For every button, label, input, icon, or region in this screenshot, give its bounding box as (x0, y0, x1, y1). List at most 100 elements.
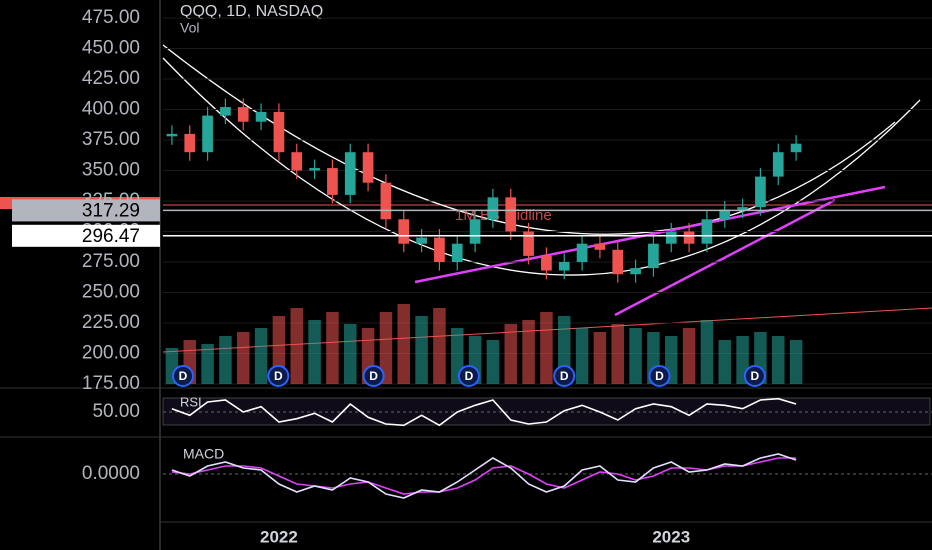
y-tick-label: 350.00 (82, 160, 140, 181)
dividend-marker (362, 365, 385, 387)
volume-bar (629, 328, 642, 384)
candle-body (451, 243, 463, 262)
volume-bar (397, 304, 410, 384)
y-tick-label: 250.00 (82, 282, 140, 303)
volume-bar (540, 312, 553, 384)
candle-body (683, 231, 695, 244)
dividend-label: D (655, 369, 664, 383)
candle-body (755, 176, 766, 208)
candle-body (398, 219, 410, 244)
candle-body (416, 237, 427, 244)
candle-body (344, 152, 356, 195)
candle-body (737, 207, 748, 210)
dividend-label: D (560, 369, 569, 383)
volume-bar (682, 328, 696, 384)
macd-line (171, 457, 797, 495)
y-tick-label: 425.00 (82, 68, 140, 89)
y-tick-label: 450.00 (82, 38, 140, 59)
y-tick-label: 200.00 (82, 343, 140, 364)
dividend-marker (648, 365, 671, 387)
rsi-line (171, 397, 797, 427)
candle-body (648, 243, 659, 269)
volume-bar (611, 324, 624, 384)
annotation: 1M BB Midline (455, 207, 552, 224)
y-tick-label: 475.00 (82, 7, 140, 28)
dividend-marker (267, 365, 290, 387)
volume-bar (308, 320, 321, 384)
volume-bar (254, 328, 268, 384)
candle-body (237, 107, 249, 122)
dividend-label: D (465, 369, 474, 383)
volume-bar (433, 308, 446, 384)
y-tick-label: 175.00 (82, 373, 140, 394)
volume-label: Vol (180, 20, 199, 36)
volume-bar (486, 340, 500, 384)
dividend-marker (743, 365, 766, 387)
candle-body (255, 111, 267, 122)
candle-body (202, 115, 213, 153)
price-label-box (12, 224, 160, 247)
candle-body (380, 182, 392, 220)
volume-bar (718, 340, 731, 384)
candle-body (362, 152, 374, 183)
candle-body (291, 152, 303, 171)
price-label-box (12, 199, 160, 222)
candle-body (612, 249, 624, 275)
candle-body (184, 133, 196, 153)
y-tick-label: 225.00 (82, 312, 140, 333)
trend-line (614, 198, 836, 317)
volume-bar (772, 336, 785, 384)
candle-body (701, 219, 713, 244)
price-label: 296.47 (82, 226, 140, 247)
volume-bar (326, 312, 339, 384)
candle-body (166, 133, 178, 137)
candle-body (327, 168, 338, 195)
candle-body (576, 243, 588, 262)
volume-bar (379, 312, 393, 384)
candle-body (273, 111, 285, 153)
y-tick-label: 275.00 (82, 251, 140, 272)
volume-bar (700, 320, 714, 384)
volume-bar (415, 316, 428, 384)
volume-bar (575, 328, 589, 384)
x-tick-label: 2023 (652, 527, 690, 546)
candle-body (220, 107, 231, 116)
volume-bar (237, 332, 250, 384)
dividend-label: D (274, 369, 283, 383)
candle-body (469, 219, 481, 244)
volume-bar (522, 320, 535, 384)
y-tick-label: 0.0000 (82, 463, 140, 484)
rsi-title: RSI (180, 394, 202, 409)
candle-body (719, 209, 731, 220)
x-tick-label: 2022 (260, 527, 298, 546)
dividend-label: D (369, 369, 378, 383)
candle-body (523, 231, 534, 256)
volume-bar (219, 336, 232, 384)
volume-bar (344, 324, 357, 384)
volume-bar (789, 340, 803, 384)
volume-bar (290, 308, 303, 384)
dividend-label: D (179, 369, 188, 383)
candle-body (505, 197, 517, 232)
trend-line (414, 185, 886, 284)
candle-body (558, 262, 570, 271)
candle-body (309, 168, 320, 171)
volume-bar (201, 344, 214, 384)
y-tick-label: 50.00 (92, 401, 140, 422)
dividend-label: D (750, 369, 759, 383)
y-tick-label: 400.00 (82, 99, 140, 120)
candle-body (434, 237, 445, 262)
arc-drawing (162, 57, 921, 276)
candle-body (790, 143, 802, 153)
chart-title: QQQ, 1D, NASDAQ (180, 3, 323, 20)
dividend-marker (457, 365, 480, 387)
macd-title: MACD (183, 446, 224, 462)
candle-body (772, 152, 784, 177)
candle-body (630, 268, 641, 275)
candle-body (487, 197, 499, 220)
candle-body (541, 255, 552, 271)
candle-body (594, 243, 606, 250)
macd-line (171, 453, 797, 499)
dividend-marker (172, 365, 194, 387)
